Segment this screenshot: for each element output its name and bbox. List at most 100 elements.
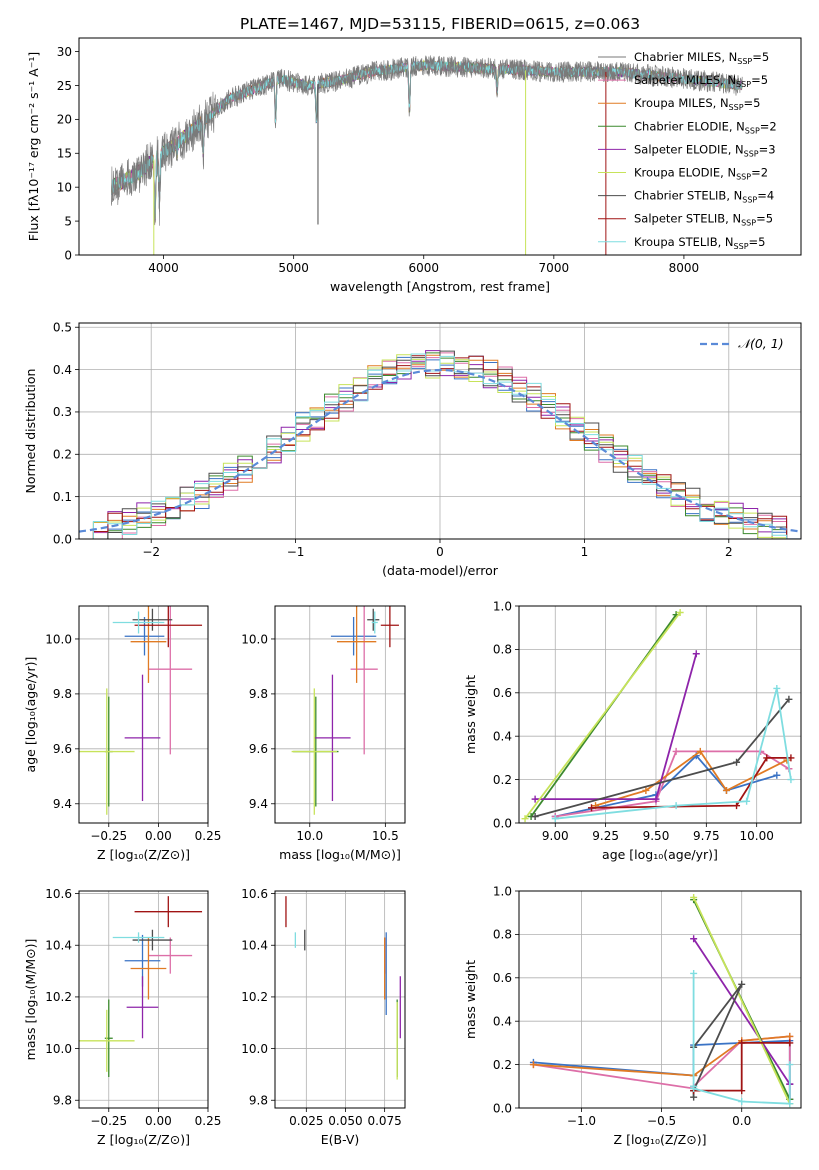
y-tick-label: 0.6 [493,686,512,700]
x-tick-label: 9.25 [592,829,619,843]
y-tick-label: 10.0 [241,1042,268,1056]
gaussian-curve [79,368,799,533]
y-tick-label: 9.6 [53,742,72,756]
y-tick-label: 10.4 [45,939,72,953]
weight-point [786,1032,794,1040]
x-tick-label: −1.0 [567,1114,596,1128]
x-tick-label: 0.25 [195,829,222,843]
residuals-chart: −2 −1 0 1 2 0.0 0.1 0.2 0.3 0.4 0.5 (data-model)/er… [23,321,802,578]
x-tick-label: 1 [581,545,589,559]
x-tick-label: −2 [142,545,160,559]
residuals-plot-area [79,323,801,539]
weight-series-2 [533,1035,790,1077]
weight-point [773,684,781,692]
age_vs_mass-plot-area [275,606,405,823]
x-axis-label: Z [log₁₀(Z/Z⊙)] [614,1132,707,1147]
weight-point [642,786,650,794]
weight-series-4 [692,938,791,1085]
y-tick-label: 9.8 [249,687,268,701]
x-tick-label: 0.00 [145,1114,172,1128]
weight_vs_age-plot-area [519,606,801,823]
axes-frame [78,890,209,1109]
x-axis-label: wavelength [Angstrom, rest frame] [330,279,550,294]
x-tick-label: 10.5 [372,829,399,843]
weight-point [521,815,529,823]
weight-series-8 [692,973,791,1105]
y-tick-label: 9.8 [53,687,72,701]
x-tick-label: 0.00 [145,829,172,843]
weight-point [652,795,660,803]
y-tick-label: 10.6 [241,887,268,901]
weight-series-5 [524,611,681,820]
x-tick-label: 6000 [408,261,439,275]
weight-point [786,1061,794,1069]
mass_vs_Z-plot-area [79,891,208,1108]
weight_vs_Z-plot-area [519,891,801,1108]
x-tick-label: 0.25 [195,1114,222,1128]
weight-point [722,786,730,794]
y-tick-label: 0.3 [53,405,72,419]
x-tick-label: 2 [725,545,733,559]
mass_vs_ebv-chart: 0.025 0.050 0.075 9.8 10.0 10.2 10.4 10.6 E(B-V) [241,887,406,1147]
y-tick-label: 15 [57,147,72,161]
y-axis-label: Normed distribution [23,369,38,494]
weight-point [787,776,795,784]
legend-label: Kroupa ELODIE, NSSP=2 [634,166,768,182]
y-axis-label: age [log₁₀(age/yr)] [23,657,38,773]
legend-label: Salpeter STELIB, NSSP=5 [634,212,773,228]
x-tick-label: 0 [436,545,444,559]
y-tick-label: 0.5 [53,321,72,335]
weight-point [551,815,559,823]
weight-point [690,1084,698,1092]
y-tick-label: 0.1 [53,490,72,504]
y-tick-label: 0.2 [493,773,512,787]
weight-point [696,747,704,755]
weight-series-7 [591,757,791,809]
y-tick-label: 0.4 [53,363,72,377]
x-axis-label: Z [log₁₀(Z/Z⊙)] [97,847,190,862]
y-tick-label: 0 [64,248,72,262]
x-tick-label: −1 [287,545,305,559]
mass_vs_ebv-plot-area [275,891,405,1108]
axes-frame [78,605,209,824]
y-tick-label: 0.8 [493,928,512,942]
age_vs_Z-plot-area [79,606,208,823]
y-tick-label: 0.4 [493,730,512,744]
y-tick-label: 10.4 [241,939,268,953]
weight-point [531,812,539,820]
legend-label: Salpeter MILES, NSSP=5 [634,73,768,89]
legend-label: Chabrier STELIB, NSSP=4 [634,189,774,205]
x-tick-label: 4000 [148,261,179,275]
y-tick-label: 1.0 [493,884,512,898]
axes-frame [274,890,406,1109]
x-tick-label: 0.025 [289,1114,323,1128]
age_vs_Z-chart: −0.25 0.00 0.25 9.4 9.6 9.8 10.0 Z [log₁₀(Z/Z⊙)… [23,605,222,862]
x-axis-label: (data-model)/error [382,563,499,578]
y-tick-label: 30 [57,45,72,59]
weight-point [690,894,698,902]
legend-label: Chabrier ELODIE, NSSP=2 [634,119,777,135]
weight-point [773,771,781,779]
y-tick-label: 9.4 [53,797,72,811]
y-tick-label: 10 [57,180,72,194]
x-tick-label: −0.25 [90,1114,127,1128]
y-tick-label: 1.0 [493,599,512,613]
legend-label: 𝒩(0, 1) [738,336,784,351]
axes-frame [274,605,406,824]
weight-series-1 [533,1035,791,1100]
weight-point [529,1061,537,1069]
figure-title: PLATE=1467, MJD=53115, FIBERID=0615, z=0… [240,15,640,33]
y-tick-label: 0.0 [493,816,512,830]
legend-label: Kroupa STELIB, NSSP=5 [634,235,765,251]
weight-point [692,650,700,658]
weight-point [588,804,596,812]
weight-point [738,1039,746,1047]
weight-point [690,935,698,943]
spectrum-plot-area [111,55,743,255]
x-tick-label: 8000 [669,261,700,275]
x-tick-label: −0.25 [90,829,127,843]
residual-histogram-6 [79,350,801,539]
weight-point [690,1093,698,1101]
weight-series-7 [693,1042,790,1092]
weight-point [787,754,795,762]
